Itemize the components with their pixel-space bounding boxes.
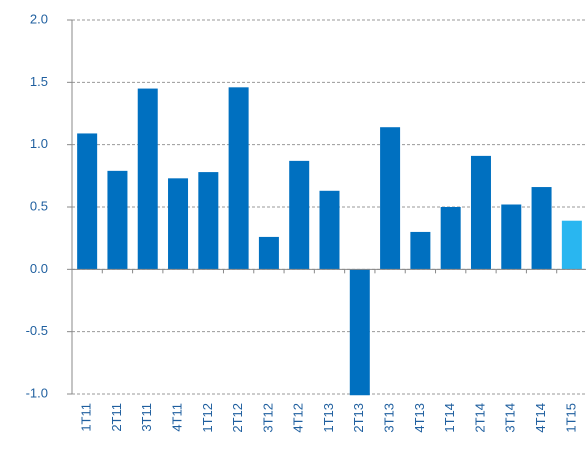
bar <box>410 231 431 270</box>
x-tick-label: 4T14 <box>533 403 548 433</box>
x-tick-label: 1T13 <box>321 403 336 433</box>
x-tick-label: 4T13 <box>412 403 427 433</box>
x-tick-label: 2T11 <box>109 403 124 432</box>
x-tick-label: 2T12 <box>230 403 245 433</box>
bar <box>107 170 128 270</box>
bar <box>531 187 552 270</box>
bar <box>501 204 522 270</box>
x-tick-label: 2T13 <box>351 403 366 433</box>
x-tick-label: 3T13 <box>382 403 397 433</box>
bar <box>440 207 461 270</box>
bar <box>137 88 158 270</box>
x-tick-label: 1T12 <box>200 403 215 433</box>
y-tick-label: 1.0 <box>30 136 48 151</box>
bar <box>77 133 98 270</box>
bar <box>289 160 310 270</box>
bar <box>319 190 340 270</box>
x-tick-label: 3T11 <box>139 403 154 432</box>
bar <box>258 236 279 270</box>
bar <box>380 127 401 270</box>
x-tick-label: 1T11 <box>79 403 94 432</box>
x-tick-label: 4T11 <box>169 403 184 432</box>
bar <box>561 220 582 270</box>
bar <box>470 155 491 270</box>
y-tick-label: 0.0 <box>30 261 48 276</box>
x-tick-label: 1T15 <box>563 403 578 433</box>
y-tick-label: -1.0 <box>26 385 48 400</box>
x-tick-label: 2T14 <box>472 403 487 433</box>
y-tick-label: 1.5 <box>30 74 48 89</box>
x-tick-label: 4T12 <box>291 403 306 433</box>
y-tick-label: -0.5 <box>26 323 48 338</box>
bar <box>168 178 189 270</box>
bar <box>228 87 249 270</box>
y-tick-label: 0.5 <box>30 198 48 213</box>
y-tick-label: 2.0 <box>30 11 48 26</box>
x-tick-label: 3T14 <box>503 403 518 433</box>
x-tick-label: 3T12 <box>260 403 275 433</box>
bar <box>349 269 370 396</box>
x-tick-label: 1T14 <box>442 403 457 433</box>
bar <box>198 172 219 270</box>
